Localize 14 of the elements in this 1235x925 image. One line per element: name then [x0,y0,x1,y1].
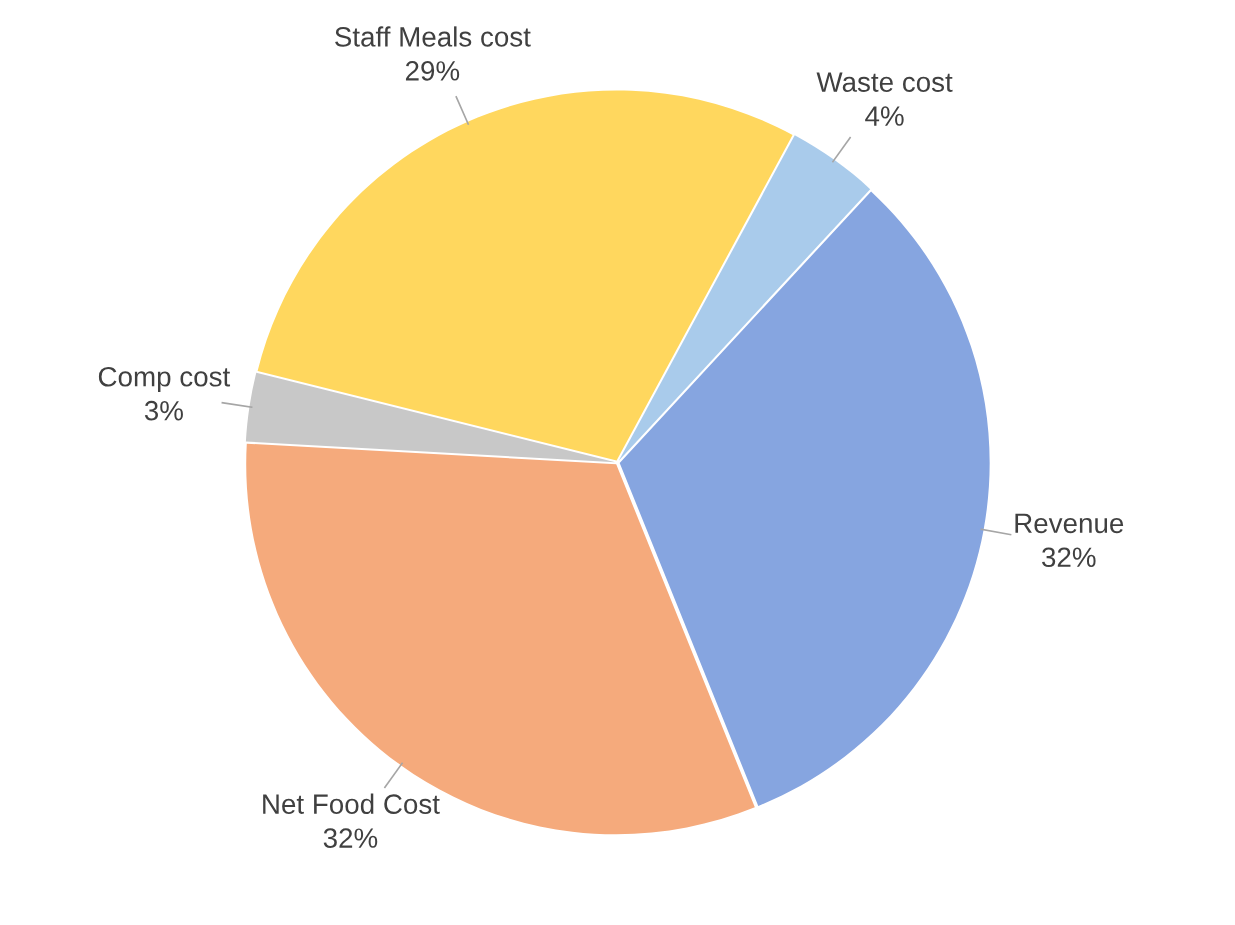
pie-slice [618,135,871,461]
slice-label: Net Food Cost [263,793,440,814]
slice-label: Comp cost [98,366,231,393]
slice-label: Waste cost [816,72,953,92]
pie-slice [257,90,793,461]
slice-label: Staff Meals cost [335,26,531,47]
slice-label: Revenue [1015,513,1124,534]
data-label: 3% [144,400,183,421]
data-label: 32% [323,828,378,848]
pie-slice [245,372,616,463]
data-label: 32% [1042,547,1096,568]
data-label: 4% [865,106,904,126]
pie-slice [619,191,990,806]
data-label: 29% [405,61,460,81]
